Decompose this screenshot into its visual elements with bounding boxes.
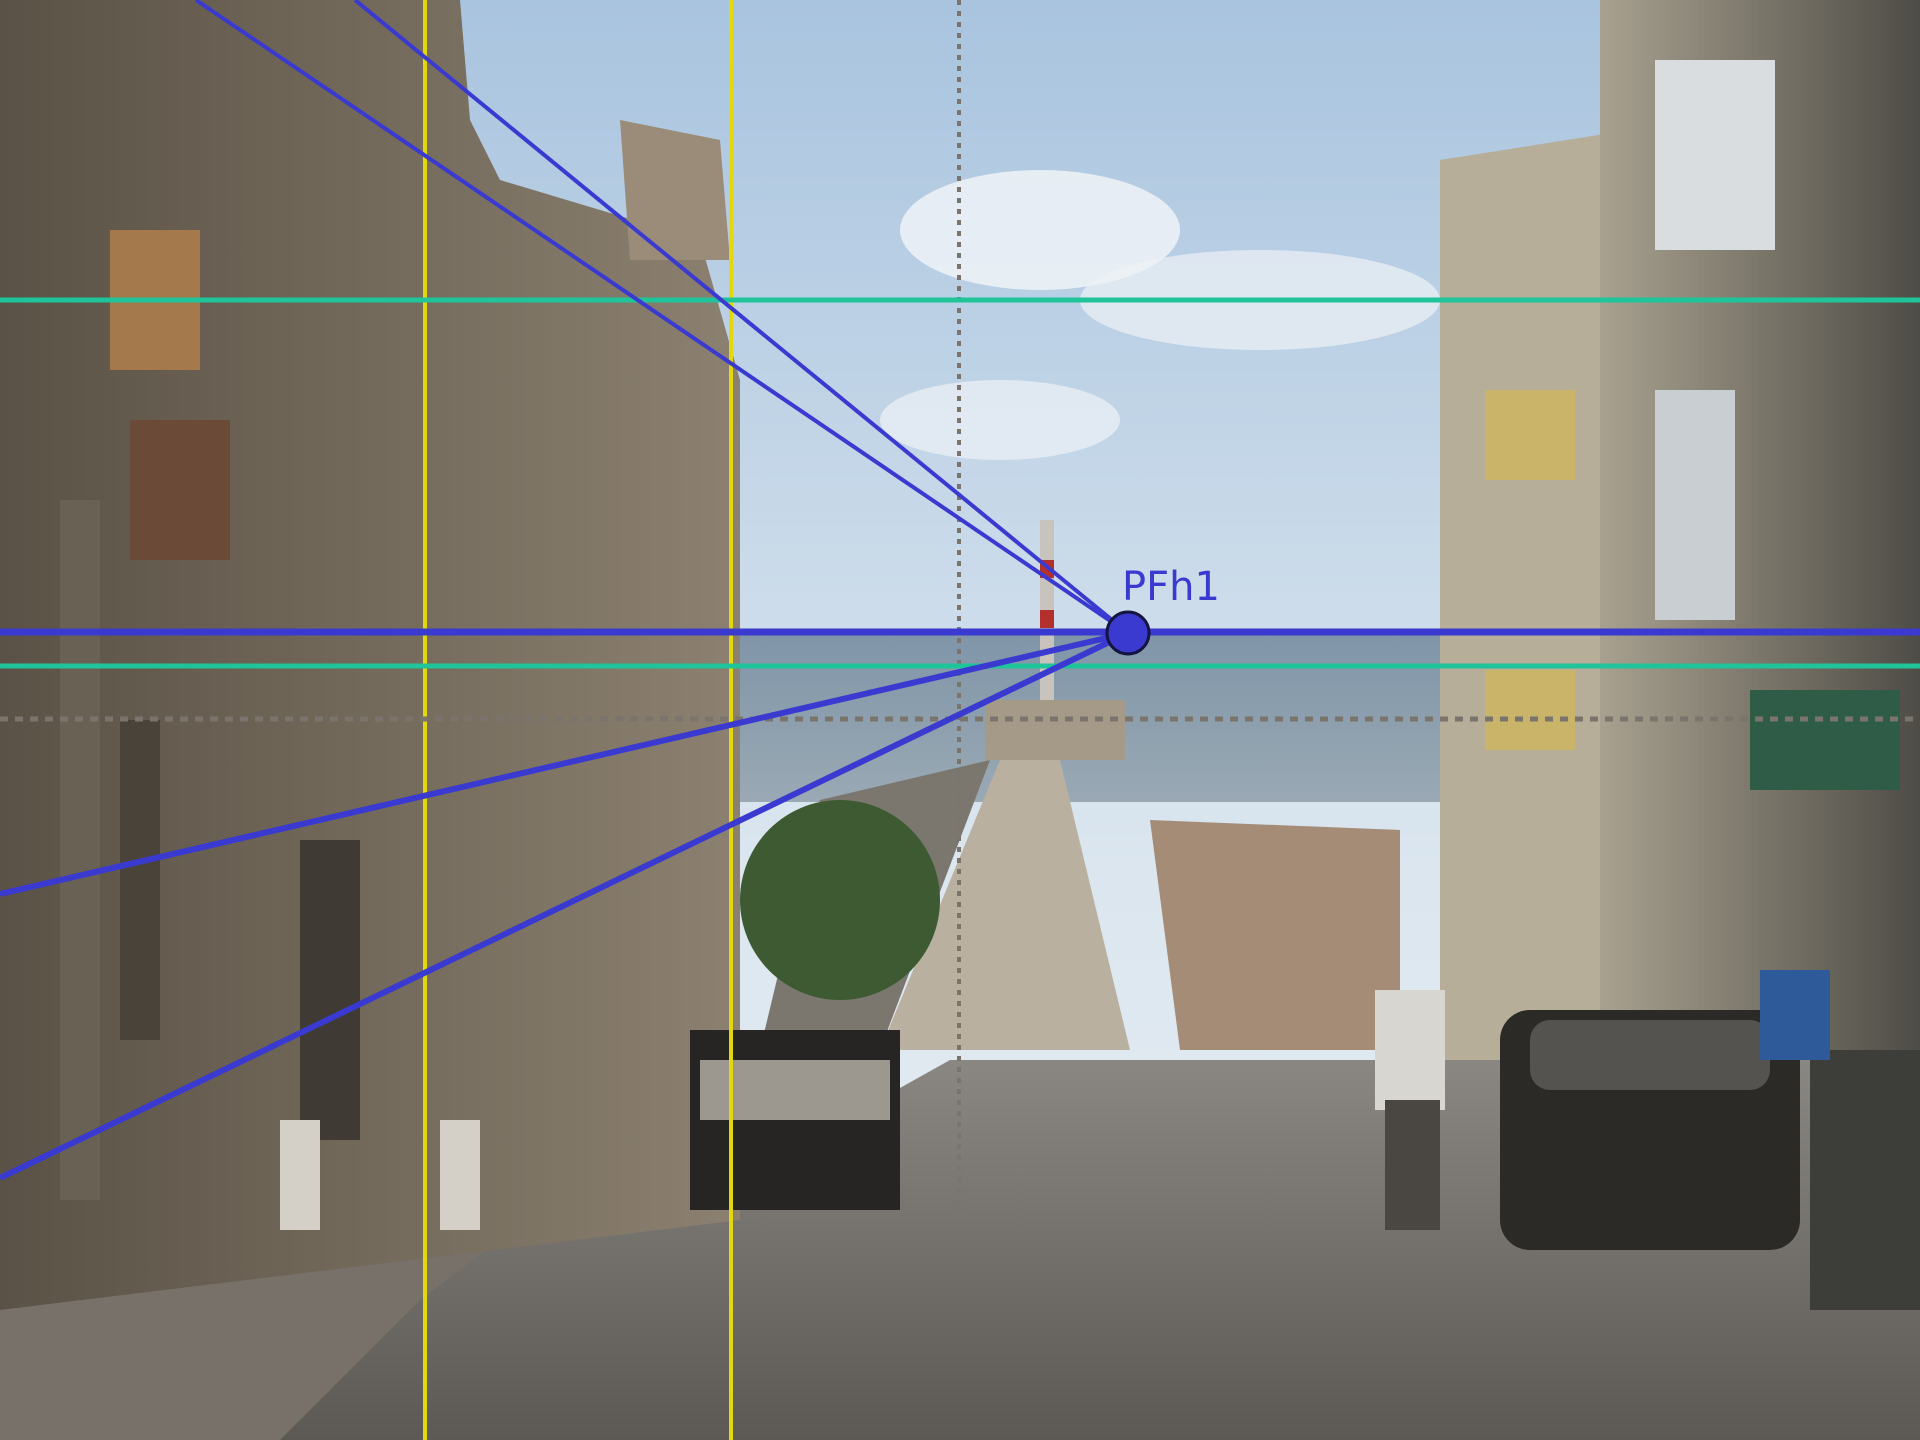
vanishing-point <box>1105 610 1151 656</box>
perspective-line <box>194 0 1130 635</box>
perspective-line <box>353 0 1130 635</box>
perspective-line <box>0 630 1130 1181</box>
vanishing-point-label: PFh1 <box>1122 564 1220 610</box>
perspective-line <box>0 630 1129 897</box>
